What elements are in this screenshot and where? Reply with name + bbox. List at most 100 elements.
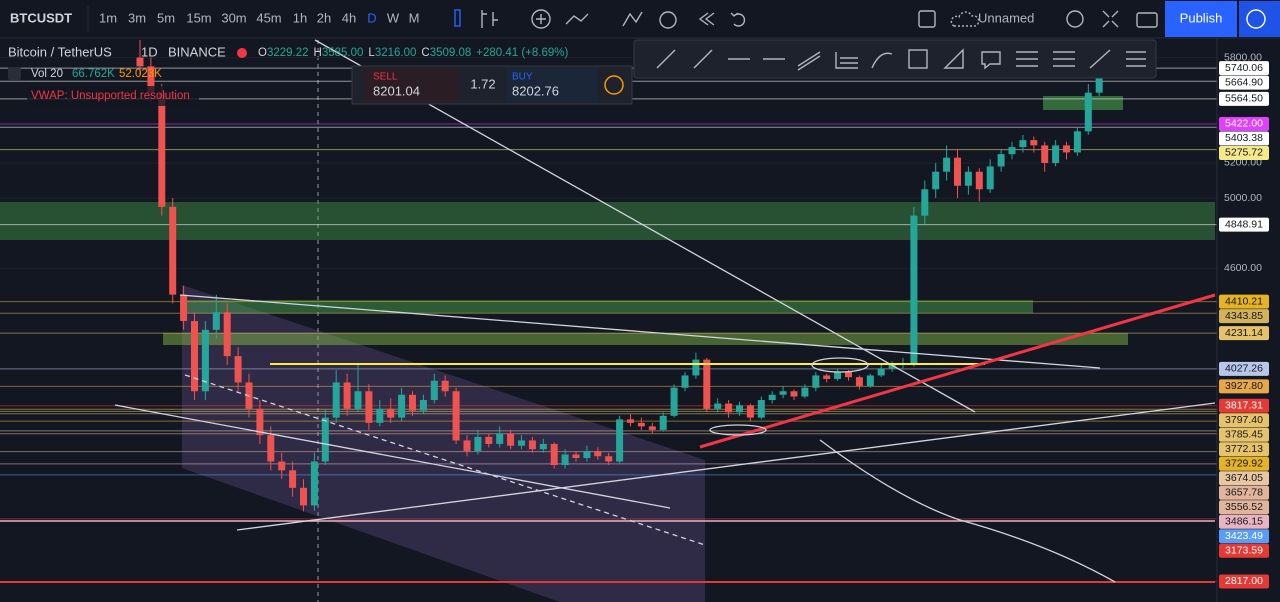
templates[interactable] — [622, 11, 643, 27]
zone — [0, 202, 1215, 240]
vwap-warning: VWAP: Unsupported resolution — [31, 90, 190, 102]
tool[interactable] — [871, 52, 893, 69]
chart-type[interactable] — [454, 9, 461, 27]
zone — [163, 333, 1128, 345]
price-badge — [1219, 116, 1269, 131]
interval-button[interactable]: 15m — [186, 10, 211, 25]
alarm[interactable] — [659, 11, 677, 29]
price-badge-label: 4027.26 — [1225, 363, 1263, 375]
interval-button[interactable]: 2h — [317, 10, 331, 25]
candle-body — [387, 408, 395, 418]
trend-line — [179, 294, 1101, 369]
volume-label: Vol 20 — [31, 68, 63, 80]
tool[interactable] — [1089, 49, 1111, 69]
interval-button[interactable]: 1h — [293, 10, 307, 25]
candle-body — [528, 440, 536, 450]
scribble — [811, 357, 869, 373]
price-badge — [1219, 456, 1269, 471]
interval-button[interactable]: 1m — [99, 10, 117, 25]
buy-price: 8202.76 — [512, 83, 559, 98]
tool[interactable] — [693, 49, 713, 69]
tool[interactable] — [943, 48, 964, 69]
candle-body — [136, 57, 144, 67]
undo[interactable] — [730, 12, 746, 27]
candle-body — [550, 443, 558, 466]
interval-button[interactable]: 30m — [221, 10, 246, 25]
alert[interactable] — [565, 13, 589, 25]
candle-body — [746, 405, 754, 418]
replay-button[interactable] — [1239, 1, 1280, 37]
trend-line — [236, 402, 1216, 531]
info-button[interactable] — [604, 75, 624, 95]
replay[interactable] — [698, 12, 715, 26]
fullscreen[interactable] — [1102, 10, 1119, 28]
ohlc-key: H — [314, 47, 322, 59]
candle-body — [779, 391, 787, 395]
candle-body — [692, 359, 700, 376]
candle-body — [572, 454, 580, 458]
layout[interactable] — [918, 10, 936, 28]
candle-body — [278, 461, 286, 471]
price-badge — [1219, 294, 1269, 309]
candle-body — [997, 154, 1005, 167]
candle-body — [725, 403, 733, 413]
candle-body — [430, 380, 438, 401]
price-badge-label: 2817.00 — [1225, 575, 1263, 587]
candle-body — [954, 157, 961, 186]
indicators[interactable] — [481, 10, 498, 28]
interval-button[interactable]: M — [409, 10, 420, 25]
candle-body — [681, 375, 689, 388]
candle-body — [180, 294, 188, 321]
candle-body — [321, 417, 329, 462]
tool[interactable] — [656, 49, 676, 69]
candle-body — [256, 408, 264, 436]
interval-button[interactable]: 5m — [157, 10, 175, 25]
candle-body — [518, 440, 525, 446]
collapse-button[interactable] — [8, 67, 21, 80]
candle-body — [616, 419, 624, 462]
interval-button[interactable]: 45m — [256, 10, 281, 25]
replay-icon — [1246, 9, 1266, 29]
interval-button[interactable]: W — [387, 10, 400, 25]
interval-button[interactable]: 4h — [342, 10, 356, 25]
publish-button[interactable] — [1165, 1, 1237, 37]
scribble — [709, 424, 767, 436]
candle-body — [343, 382, 351, 409]
price-badge-label: 4231.14 — [1225, 327, 1263, 339]
tool[interactable] — [835, 52, 858, 69]
candle-body — [289, 470, 297, 488]
price-badge — [1219, 427, 1269, 442]
tool[interactable] — [797, 51, 821, 71]
candle-body — [768, 394, 776, 401]
price-badge-label: 3817.31 — [1225, 400, 1263, 412]
symbol[interactable]: BTCUSDT — [10, 10, 72, 25]
candle-body — [212, 312, 220, 330]
tool[interactable] — [1016, 51, 1038, 67]
interval-button[interactable]: D — [367, 10, 376, 25]
buy-button[interactable] — [506, 68, 598, 102]
exchange: BINANCE — [168, 44, 226, 59]
sell-button[interactable] — [364, 68, 458, 102]
tool[interactable] — [981, 51, 1001, 70]
tool[interactable] — [1126, 51, 1146, 67]
candle-body — [594, 450, 602, 457]
tool[interactable] — [1053, 51, 1075, 67]
tool[interactable] — [908, 49, 928, 69]
trend-line — [114, 404, 671, 509]
candle-body — [310, 461, 318, 506]
price-badge — [1219, 529, 1269, 544]
layout-name[interactable]: Unnamed — [978, 10, 1034, 25]
trend-line — [699, 293, 1216, 449]
candle-body — [703, 359, 711, 409]
candle-body — [877, 368, 885, 376]
compare-plus[interactable] — [536, 14, 546, 24]
candle-body — [452, 391, 460, 441]
candle-body — [790, 391, 798, 397]
settings[interactable] — [1066, 10, 1084, 28]
snapshot[interactable] — [1136, 12, 1158, 28]
ohlc-key: C — [421, 47, 429, 59]
compare[interactable] — [531, 9, 551, 29]
price-badge-label: 5740.06 — [1225, 62, 1263, 74]
interval-button[interactable]: 3m — [128, 10, 146, 25]
